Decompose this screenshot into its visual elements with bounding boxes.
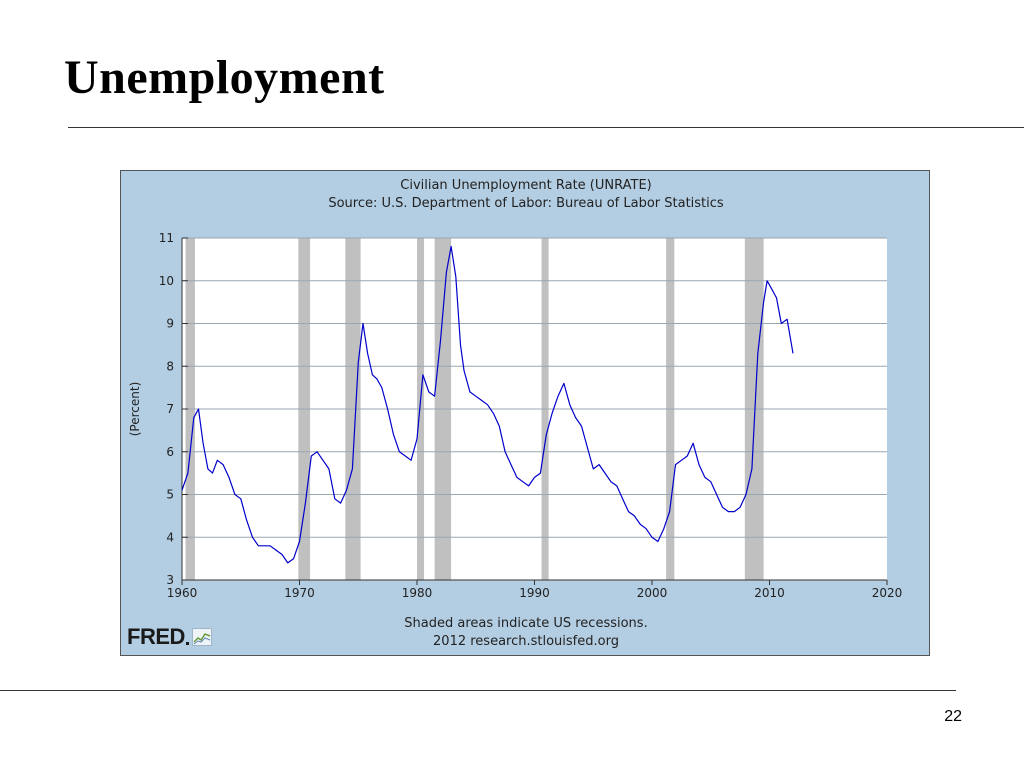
chart-footnote: Shaded areas indicate US recessions. xyxy=(404,616,648,631)
x-tick-label: 2020 xyxy=(872,586,903,600)
y-tick-label: 8 xyxy=(166,359,174,373)
y-axis-label: (Percent) xyxy=(128,382,142,437)
x-tick-label: 1960 xyxy=(167,586,198,600)
slide-number: 22 xyxy=(944,708,962,725)
y-tick-label: 10 xyxy=(159,274,174,288)
y-tick-label: 6 xyxy=(166,445,174,459)
y-tick-label: 5 xyxy=(166,488,174,502)
chart-panel: Civilian Unemployment Rate (UNRATE) Sour… xyxy=(120,170,930,656)
x-tick-label: 2000 xyxy=(637,586,668,600)
chart-title: Civilian Unemployment Rate (UNRATE) xyxy=(400,178,652,193)
footer-divider xyxy=(0,690,956,691)
y-tick-label: 11 xyxy=(159,231,174,245)
fred-logo: FRED xyxy=(127,624,212,649)
series-line-unrate xyxy=(181,245,794,564)
fred-logo-dot xyxy=(185,641,189,645)
graph-icon xyxy=(191,628,212,646)
y-tick-label: 3 xyxy=(166,573,174,587)
chart-canvas: 3 4 5 6 7 8 9 10 11 1960 1970 1980 1990 2000 2010 2020 (… xyxy=(128,231,903,600)
slide-title: Unemployment xyxy=(64,51,385,104)
chart-subtitle: Source: U.S. Department of Labor: Bureau… xyxy=(328,196,724,211)
fred-logo-text: FRED xyxy=(127,624,185,649)
title-divider xyxy=(68,127,1024,128)
x-tick-label: 2010 xyxy=(754,586,785,600)
y-tick-label: 4 xyxy=(166,530,174,544)
x-tick-label: 1980 xyxy=(402,586,433,600)
y-tick-label: 9 xyxy=(166,317,174,331)
x-tick-label: 1970 xyxy=(284,586,315,600)
y-tick-label: 7 xyxy=(166,402,174,416)
chart-credit: 2012 research.stlouisfed.org xyxy=(433,634,619,649)
x-tick-label: 1990 xyxy=(519,586,550,600)
